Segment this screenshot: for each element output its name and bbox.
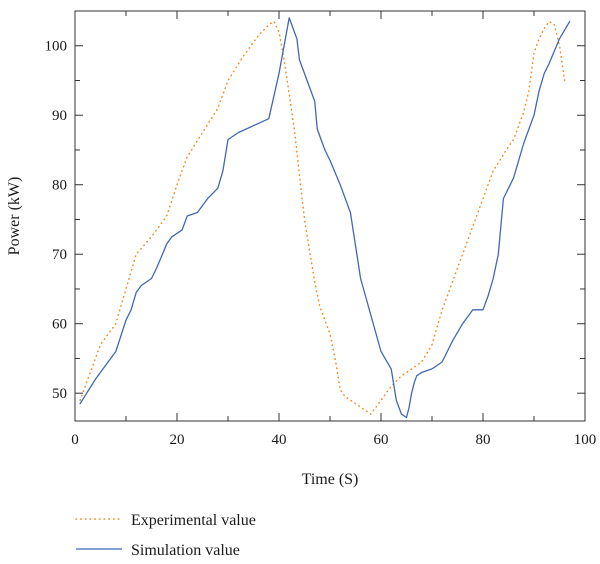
x-tick-label: 80 — [476, 432, 491, 448]
x-tick-label: 20 — [170, 432, 185, 448]
y-tick-label: 100 — [45, 39, 68, 55]
x-axis-label: Time (S) — [302, 471, 359, 488]
y-tick-label: 90 — [52, 108, 67, 124]
x-tick-label: 40 — [272, 432, 287, 448]
axis-ticks — [74, 11, 586, 421]
x-tick-label: 60 — [374, 432, 389, 448]
x-tick-label: 100 — [574, 432, 597, 448]
legend: Experimental value Simulation value — [75, 512, 256, 559]
plot-frame — [74, 10, 586, 422]
axis-tick-labels: 0 20 40 60 80 100 50 60 70 80 90 100 — [45, 39, 597, 448]
y-tick-label: 50 — [52, 386, 67, 402]
y-tick-label: 60 — [52, 317, 67, 333]
series-line-simulation — [79, 17, 571, 419]
y-tick-label: 80 — [52, 178, 67, 194]
legend-label-experimental: Experimental value — [131, 512, 256, 529]
x-tick-label: 0 — [71, 432, 79, 448]
series-layer — [79, 17, 571, 419]
series-line-experimental — [79, 20, 566, 415]
legend-label-simulation: Simulation value — [131, 542, 240, 559]
y-tick-label: 70 — [52, 247, 67, 263]
y-axis-label: Power (kW) — [6, 177, 23, 256]
